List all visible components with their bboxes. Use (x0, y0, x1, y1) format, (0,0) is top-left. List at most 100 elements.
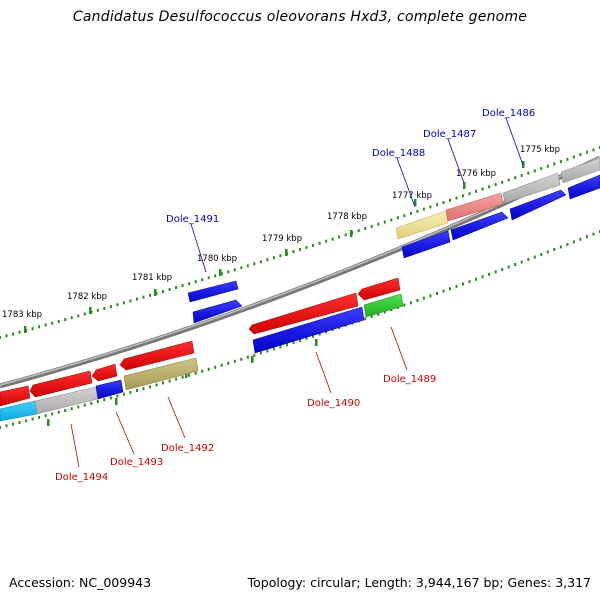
gene-feature[interactable] (502, 172, 561, 204)
scale-dot (70, 316, 73, 320)
label-leader-lines (70, 117, 524, 468)
topology-text: Topology: circular; Length: 3,944,167 bp… (247, 575, 591, 590)
scale-dot (553, 248, 556, 251)
gene-label-dole-1486[interactable]: Dole_1486 (482, 108, 535, 119)
scale-dot (416, 299, 419, 302)
gene-feature[interactable] (0, 385, 31, 407)
gene-feature[interactable] (252, 306, 365, 354)
scale-dot (364, 227, 367, 230)
scale-dot (162, 381, 164, 385)
gene-feature[interactable] (29, 370, 93, 398)
scale-dot (109, 396, 112, 400)
scale-dot (468, 280, 471, 284)
gene-feature[interactable] (119, 340, 195, 371)
gene-label-dole-1488[interactable]: Dole_1488 (372, 148, 425, 159)
gene-feature[interactable] (363, 293, 404, 318)
gene-label-dole-1489[interactable]: Dole_1489 (383, 374, 436, 385)
scale-dot (527, 171, 530, 175)
scale-dot (272, 256, 275, 260)
gene-feature[interactable] (248, 292, 359, 335)
scale-dot (253, 262, 256, 266)
gene-feature[interactable] (395, 210, 449, 240)
scale-dot (566, 157, 569, 161)
scale-dot (442, 289, 445, 293)
kbp-tick (251, 356, 254, 363)
scale-dot (507, 178, 510, 182)
scale-dot (0, 426, 1, 429)
gene-feature[interactable] (123, 357, 199, 391)
gene-label-dole-1494[interactable]: Dole_1494 (55, 472, 108, 483)
scale-dot (462, 194, 464, 198)
scale-dot (38, 325, 41, 329)
kbp-label: 1782 kbp (67, 292, 107, 302)
gene-feature[interactable] (509, 189, 567, 221)
gene-feature[interactable] (95, 379, 124, 400)
kbp-tick (219, 269, 222, 276)
scale-dot (188, 373, 191, 377)
gene-feature[interactable] (192, 299, 243, 324)
kbp-label: 1780 kbp (197, 254, 237, 264)
kbp-label: 1778 kbp (327, 212, 367, 222)
gene-label-dole-1487[interactable]: Dole_1487 (423, 129, 476, 140)
scale-dot (5, 424, 8, 428)
gene-label-dole-1493[interactable]: Dole_1493 (110, 457, 163, 468)
scale-dot (129, 390, 132, 394)
scale-dot (109, 305, 112, 309)
gene-label-dole-1490[interactable]: Dole_1490 (307, 398, 360, 409)
map-title: Candidatus Desulfococcus oleovorans Hxd3… (72, 9, 528, 25)
scale-dot (481, 275, 484, 279)
scale-dot (396, 216, 399, 220)
scale-dot (116, 394, 119, 398)
scale-dot (455, 196, 458, 200)
scale-dot (64, 318, 67, 322)
scale-dot (51, 321, 54, 325)
scale-dot (475, 277, 478, 281)
kbp-tick (350, 230, 353, 237)
kbp-tick (185, 371, 188, 378)
scale-dot (292, 250, 295, 254)
scale-dot (422, 207, 425, 211)
gene-feature[interactable] (91, 363, 118, 382)
gene-feature[interactable] (401, 230, 451, 259)
scale-dot (272, 347, 275, 351)
scale-dot (312, 243, 314, 247)
scale-dot (403, 214, 406, 218)
scale-dot (214, 274, 217, 278)
scale-dot (338, 235, 341, 239)
gene-label-dole-1491[interactable]: Dole_1491 (166, 214, 219, 225)
scale-dot (436, 203, 438, 207)
gene-feature[interactable] (187, 280, 239, 303)
scale-dot (240, 266, 243, 270)
scale-dot (136, 297, 138, 301)
kbp-tick-marks (24, 161, 525, 426)
scale-dot (70, 407, 73, 411)
scale-dot (168, 288, 171, 291)
kbp-tick (47, 419, 50, 426)
scale-dot (592, 148, 595, 152)
kbp-tick (89, 307, 92, 314)
gene-feature[interactable] (450, 211, 509, 241)
scale-dot (149, 385, 151, 389)
scale-dot (442, 201, 445, 204)
scale-dot (501, 180, 504, 184)
scale-dot (377, 222, 380, 226)
scale-dot (18, 421, 21, 424)
scale-dot (357, 229, 360, 233)
scale-dot (233, 268, 236, 272)
kbp-tick (154, 289, 157, 296)
scale-dot (259, 351, 262, 355)
scale-dot (370, 224, 373, 228)
gene-feature[interactable] (567, 174, 600, 200)
scale-dot (207, 276, 210, 280)
gene-feature[interactable] (445, 192, 504, 222)
gene-feature[interactable] (560, 157, 600, 184)
scale-dot (5, 334, 8, 338)
scale-dot (259, 260, 262, 264)
scale-dot (103, 307, 106, 310)
scale-dot (559, 245, 562, 249)
gene-label-dole-1492[interactable]: Dole_1492 (161, 443, 214, 454)
scale-dot (142, 295, 145, 299)
gene-feature[interactable] (357, 277, 401, 301)
scale-dot (181, 375, 184, 379)
